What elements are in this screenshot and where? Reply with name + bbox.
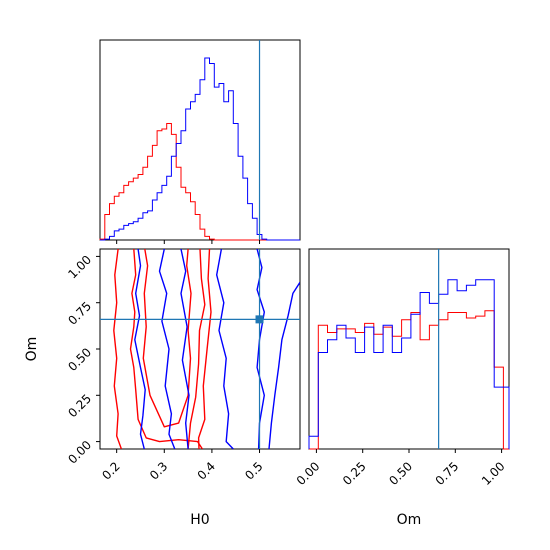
contour-y-tick-label: 0.25 [65, 392, 94, 421]
contour-y-tick-label: 0.75 [65, 299, 94, 328]
histogram-om-panel: 0.00 0.25 0.50 0.75 1.00 [294, 248, 510, 488]
x-axis-label-om: Om [397, 512, 422, 528]
hist-h0-series-1-step [100, 57, 300, 241]
contour-x-tick-label: 0.4 [195, 459, 218, 482]
hist-om-x-tick-label: 0.00 [294, 459, 323, 488]
hist-om-x-tick-label: 1.00 [479, 459, 508, 488]
contour-x-tick-label: 0.2 [99, 459, 122, 482]
contour-series-0-level-0 [113, 249, 123, 449]
x-axis-label-h0: H0 [190, 512, 209, 528]
hist-om-x-tick-label: 0.25 [340, 459, 369, 488]
contour-series-0-level-4 [197, 249, 212, 449]
contour-y-tick-label: 0.50 [65, 345, 94, 374]
contour-series-0-level-3 [187, 249, 206, 449]
histogram-h0-panel [99, 39, 301, 244]
contour-series-0-level-2 [142, 249, 192, 428]
contour-series-1-level-4 [256, 249, 265, 449]
contour-series-1-level-3 [215, 249, 234, 449]
contour-series-0-level-1 [129, 249, 203, 449]
hist-om-x-tick-label: 0.75 [433, 459, 462, 488]
hist-om-series-1-step [308, 279, 510, 449]
contour-x-tick-label: 0.5 [242, 459, 265, 482]
hist-om-x-tick-label: 0.50 [386, 459, 415, 488]
contour-y-tick-label: 0.00 [65, 438, 94, 467]
contour-x-tick-label: 0.3 [147, 459, 170, 482]
hist-h0-series-0-step [99, 123, 300, 241]
contour-series-1-level-0 [134, 249, 146, 449]
histogram-h0-frame [99, 39, 301, 241]
contour-lines [113, 249, 300, 449]
contour-series-1-level-1 [158, 249, 176, 449]
histogram-om-frame [308, 248, 510, 450]
hist-om-series-0-step [309, 310, 509, 450]
y-axis-label-om: Om [24, 337, 40, 362]
contour-om-vs-h0-panel: 0.2 0.3 0.4 0.5 0.00 0.25 0.50 0.75 1.00 [65, 248, 301, 483]
contour-series-1-level-2 [180, 249, 190, 449]
contour-y-tick-label: 1.00 [65, 253, 94, 282]
contour-series-1-level-5 [268, 281, 300, 449]
truth-point-marker [255, 315, 264, 324]
